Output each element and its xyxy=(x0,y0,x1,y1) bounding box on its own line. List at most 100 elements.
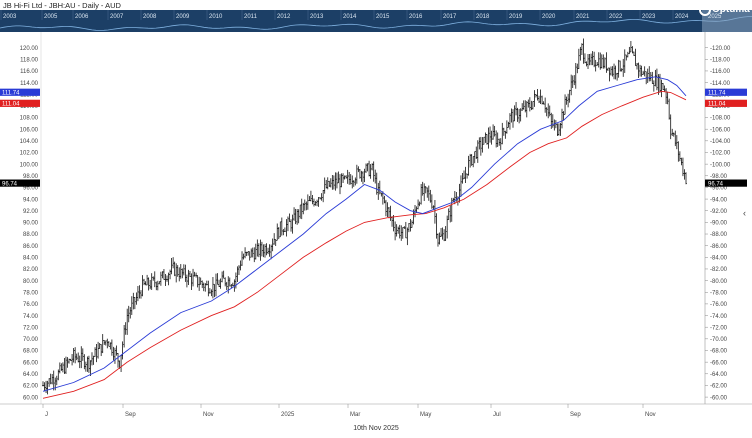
y-tick-right: -110.00 xyxy=(710,104,731,110)
last-value-tag xyxy=(705,88,747,96)
last-value-label: 111.74 xyxy=(2,90,20,96)
x-tick-label: May xyxy=(420,412,431,418)
y-tick-right: -118.00 xyxy=(710,57,731,63)
last-value-tag xyxy=(0,179,40,187)
y-tick-right: -106.00 xyxy=(710,127,731,133)
chevron-left-icon[interactable]: ‹ xyxy=(743,208,746,218)
navigator-year: 2024 xyxy=(675,14,689,20)
y-tick-right: -108.00 xyxy=(710,116,731,122)
y-tick-left: 86.00 xyxy=(23,244,39,250)
y-tick-right: -78.00 xyxy=(710,290,728,296)
navigator-year: 2005 xyxy=(44,14,58,20)
navigator-year: 2019 xyxy=(509,14,523,20)
x-tick-label: Jul xyxy=(493,412,501,418)
navigator-year: 2016 xyxy=(409,14,423,20)
y-tick-left: 100.00 xyxy=(20,162,39,168)
navigator-year: 2011 xyxy=(244,14,258,20)
y-tick-left: 116.00 xyxy=(20,69,39,75)
last-value-label: 111.04 xyxy=(2,102,20,108)
navigator-background xyxy=(0,10,752,32)
navigator-year: 2003 xyxy=(3,14,17,20)
moving-average-fast-line xyxy=(42,76,687,392)
y-tick-left: 94.00 xyxy=(23,197,39,203)
navigator-year: 2013 xyxy=(310,14,324,20)
x-tick-label: Sep xyxy=(125,412,136,418)
y-tick-left: 118.00 xyxy=(20,57,39,63)
last-value-tag xyxy=(0,99,40,107)
last-value-label: 96.74 xyxy=(2,181,18,187)
navigator-year: 2008 xyxy=(143,14,157,20)
navigator-year: 2009 xyxy=(176,14,190,20)
y-tick-right: -68.00 xyxy=(710,349,728,355)
navigator-year: 2006 xyxy=(75,14,89,20)
y-tick-left: 104.00 xyxy=(20,139,39,145)
navigator-year: 2021 xyxy=(576,14,590,20)
y-tick-right: -64.00 xyxy=(710,372,728,378)
y-tick-left: 114.00 xyxy=(20,81,39,87)
y-tick-right: -120.00 xyxy=(710,46,731,52)
navigator-year: 2015 xyxy=(376,14,390,20)
x-tick-label: Nov xyxy=(203,412,214,418)
navigator-window[interactable] xyxy=(702,10,752,32)
y-tick-right: -102.00 xyxy=(710,151,731,157)
y-tick-left: 74.00 xyxy=(23,314,39,320)
y-tick-left: 82.00 xyxy=(23,267,39,273)
y-tick-left: 66.00 xyxy=(23,360,39,366)
y-tick-right: -116.00 xyxy=(710,69,731,75)
y-tick-right: -66.00 xyxy=(710,360,728,366)
y-tick-left: 76.00 xyxy=(23,302,39,308)
navigator-year: 2012 xyxy=(277,14,291,20)
y-tick-left: 108.00 xyxy=(20,116,39,122)
price-chart[interactable]: 120.00118.00116.00114.00112.00110.00108.… xyxy=(0,32,752,428)
y-tick-left: 72.00 xyxy=(23,325,39,331)
y-tick-right: -74.00 xyxy=(710,314,728,320)
y-tick-left: 96.00 xyxy=(23,186,39,192)
y-tick-left: 84.00 xyxy=(23,256,39,262)
y-tick-right: -86.00 xyxy=(710,244,728,250)
navigator-year: 2014 xyxy=(343,14,357,20)
last-value-tag xyxy=(705,99,747,107)
y-tick-left: 110.00 xyxy=(20,104,39,110)
x-tick-label: Nov xyxy=(645,412,656,418)
navigator-year: 2022 xyxy=(609,14,623,20)
y-tick-left: 120.00 xyxy=(20,46,39,52)
footer-date: 10th Nov 2025 xyxy=(353,425,399,432)
y-tick-right: -76.00 xyxy=(710,302,728,308)
y-tick-right: -82.00 xyxy=(710,267,728,273)
optuma-logo-icon xyxy=(699,4,711,16)
last-value-tag xyxy=(705,179,747,187)
y-tick-left: 64.00 xyxy=(23,372,39,378)
navigator-price-line xyxy=(0,16,752,31)
y-tick-left: 70.00 xyxy=(23,337,39,343)
navigator-year: 2020 xyxy=(542,14,556,20)
navigator-year: 2010 xyxy=(209,14,223,20)
y-tick-right: -62.00 xyxy=(710,384,728,390)
moving-average-slow-line xyxy=(42,90,687,399)
y-tick-right: -90.00 xyxy=(710,221,728,227)
navigator-year: 2018 xyxy=(476,14,490,20)
y-tick-left: 80.00 xyxy=(23,279,39,285)
ohlc-bars xyxy=(42,38,687,395)
y-tick-left: 68.00 xyxy=(23,349,39,355)
y-tick-right: -92.00 xyxy=(710,209,728,215)
y-tick-left: 90.00 xyxy=(23,221,39,227)
y-tick-left: 98.00 xyxy=(23,174,39,180)
y-tick-right: -72.00 xyxy=(710,325,728,331)
y-tick-right: -60.00 xyxy=(710,395,728,401)
date-navigator[interactable]: 2003 2005 2006 2007 2008 2009 2010 2011 2012 2013… xyxy=(0,10,752,32)
navigator-year: 2007 xyxy=(110,14,124,20)
y-tick-left: 102.00 xyxy=(20,151,39,157)
last-value-label: 96.74 xyxy=(708,181,724,187)
y-tick-right: -80.00 xyxy=(710,279,728,285)
y-tick-left: 60.00 xyxy=(23,395,39,401)
navigator-year: 2023 xyxy=(642,14,656,20)
navigator-year: 2025 xyxy=(708,14,722,20)
chart-title: JB Hi-Fi Ltd - JBH:AU - Daily - AUD xyxy=(3,1,121,10)
logo-text: Optuma xyxy=(712,4,750,15)
y-tick-left: 92.00 xyxy=(23,209,39,215)
last-value-label: 111.04 xyxy=(708,102,726,108)
y-tick-right: -100.00 xyxy=(710,162,731,168)
y-tick-right: -96.00 xyxy=(710,186,728,192)
y-tick-right: -98.00 xyxy=(710,174,728,180)
x-tick-label: J xyxy=(45,412,48,418)
